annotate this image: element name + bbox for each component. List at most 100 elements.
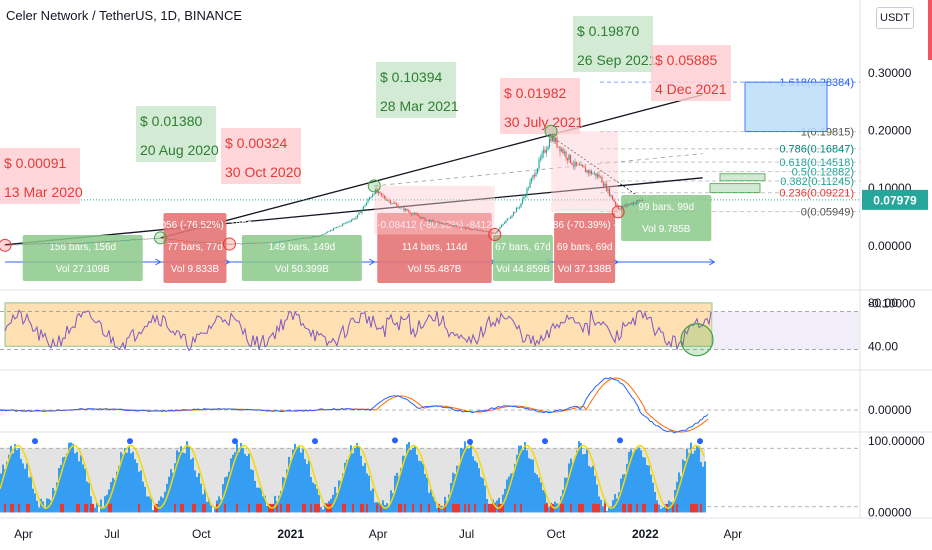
time-axis-label: Apr <box>14 527 33 541</box>
candle-body <box>242 243 245 244</box>
stoch-bar-low <box>288 503 290 513</box>
macd-signal-line <box>0 377 709 433</box>
candle-body <box>269 242 272 244</box>
stoch-bar-low <box>224 503 226 513</box>
stoch-bar <box>190 459 192 513</box>
candle-body <box>632 202 635 205</box>
candle-body <box>79 243 81 244</box>
stoch-bar-low <box>268 503 270 513</box>
stoch-signal-dot <box>697 438 703 445</box>
stoch-bar <box>336 493 338 513</box>
stoch-bar-low <box>304 503 306 513</box>
stoch-bar <box>206 501 208 513</box>
stoch-bar <box>600 499 602 513</box>
stoch-bar <box>622 474 624 513</box>
stoch-bar-low <box>490 503 492 513</box>
stoch-bar <box>54 490 56 513</box>
candle-body <box>118 240 120 242</box>
stoch-bar <box>266 505 268 513</box>
rsi-pane <box>0 302 860 357</box>
stoch-bar <box>284 478 286 513</box>
stoch-bar <box>262 496 264 513</box>
stoch-bar <box>676 481 678 513</box>
price-callout: $ 0.00324 30 Oct 2020 <box>221 128 301 251</box>
stoch-bar <box>24 468 26 513</box>
candle-body <box>185 241 188 242</box>
stoch-bar <box>202 494 204 513</box>
candle-body <box>214 242 216 244</box>
range-box: 67 bars, 67d Vol 44.859B <box>492 235 553 281</box>
stoch-bar <box>124 447 126 513</box>
stoch-bar <box>592 465 594 513</box>
stoch-bar <box>404 456 406 513</box>
stoch-bar-low <box>260 503 262 513</box>
candle-body <box>391 203 393 205</box>
stoch-bar <box>282 477 284 513</box>
stoch-bar-low <box>656 503 658 513</box>
candle-body <box>211 242 213 244</box>
candle-body <box>64 243 66 244</box>
stoch-bar <box>150 498 152 513</box>
candle-body <box>463 227 465 229</box>
stoch-bar <box>308 460 310 513</box>
candle-body <box>526 188 528 196</box>
candle-body <box>458 227 461 229</box>
range-box-bars: 69 bars, 69d <box>557 242 613 253</box>
candle-body <box>514 212 516 213</box>
stoch-bar <box>356 443 358 513</box>
candle-body <box>383 195 386 199</box>
time-axis-label: Jul <box>104 527 119 541</box>
candle-body <box>329 230 332 232</box>
candle-body <box>77 242 80 244</box>
candle-body <box>605 183 608 191</box>
candle-body <box>281 241 284 242</box>
stoch-bar <box>144 486 146 513</box>
candle-body <box>551 135 554 142</box>
macd-axis-label: 0.00000 <box>868 403 912 417</box>
stoch-k-line <box>0 444 705 510</box>
stoch-bar <box>636 449 638 513</box>
stoch-bar <box>554 501 556 513</box>
stoch-bar <box>178 452 180 513</box>
candle-body <box>322 233 324 235</box>
candle-body <box>604 183 606 186</box>
price-callout: $ 0.01380 20 Aug 2020 <box>136 106 219 245</box>
candle-body <box>328 231 330 232</box>
stoch-bar <box>250 469 252 513</box>
stoch-bar <box>186 441 188 513</box>
stoch-bar-low <box>84 503 86 513</box>
stoch-bar <box>68 442 70 513</box>
stoch-bar <box>152 509 154 513</box>
candle-body <box>74 242 77 244</box>
chart-title: Celer Network / TetherUS, 1D, BINANCE <box>6 8 242 23</box>
candle-body <box>614 201 617 205</box>
price-pane: 1.618(0.28384)1(0.19815)0.786(0.16847)0.… <box>0 16 860 283</box>
stoch-bar-low <box>316 503 318 513</box>
stoch-bar <box>280 490 282 513</box>
stoch-bar <box>612 500 614 513</box>
stoch-bar-low <box>352 503 354 513</box>
stoch-bar <box>580 443 582 513</box>
stoch-bar <box>192 457 194 513</box>
trend-line-lower <box>4 177 703 246</box>
candle-body <box>440 222 443 224</box>
stoch-bar <box>120 452 122 513</box>
price-callout-value: $ 0.00324 <box>225 135 287 151</box>
price-callout-date: 28 Mar 2021 <box>380 98 459 114</box>
currency-button[interactable]: USDT <box>876 7 914 29</box>
stoch-bar <box>132 451 134 513</box>
stoch-bar <box>304 459 306 513</box>
price-callout-bg <box>500 78 580 134</box>
stoch-bar <box>286 469 288 513</box>
stoch-bar <box>188 447 190 513</box>
candle-body <box>224 243 227 245</box>
stoch-bar <box>234 452 236 513</box>
stoch-bar-low <box>672 503 674 513</box>
candle-body <box>506 218 509 221</box>
stoch-bar-low <box>604 503 606 513</box>
stoch-bar <box>436 507 438 513</box>
candle-body <box>197 241 200 243</box>
candle-body <box>22 244 24 245</box>
stoch-bar <box>698 445 700 513</box>
pivot-marker <box>153 231 167 245</box>
